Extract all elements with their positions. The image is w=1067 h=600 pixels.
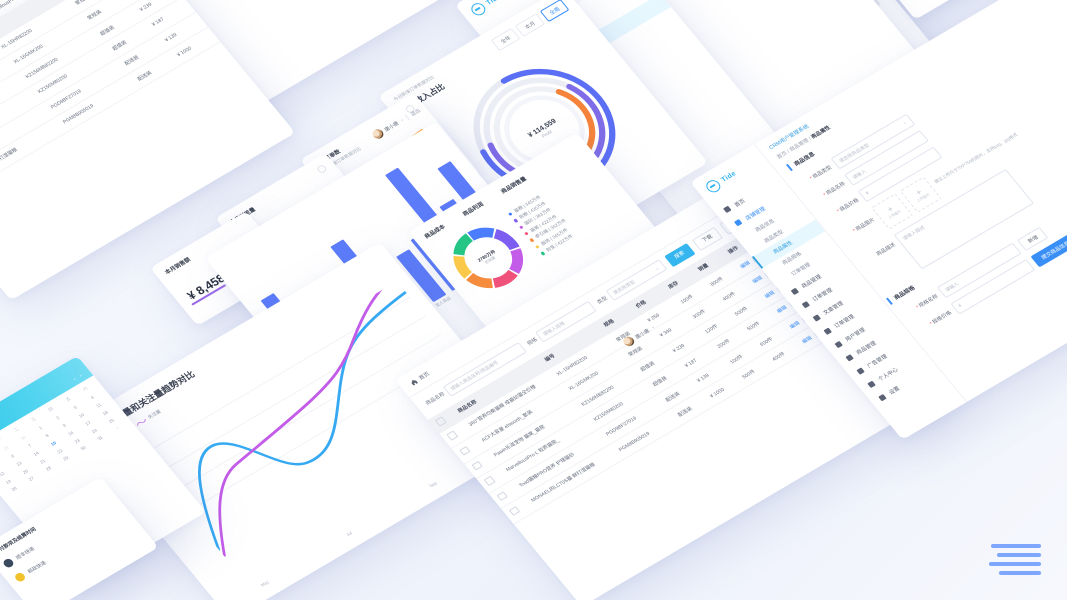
tab-week[interactable]: 全周 xyxy=(539,0,570,23)
home-icon xyxy=(411,379,418,386)
donut-slice xyxy=(453,227,524,289)
profit-donut-chart: 2780万件 总销量 xyxy=(434,211,542,304)
topbar-home-label: 首页 xyxy=(418,371,432,382)
sidebar-item-list[interactable]: 订单管理 xyxy=(812,293,887,344)
home-icon xyxy=(723,206,732,213)
filter-name-label: 商品名称 xyxy=(424,391,447,407)
bottom-topbar: 首页 xyxy=(395,161,781,398)
series-follows xyxy=(218,281,394,557)
label-spec-price: *规格价格 xyxy=(928,309,953,327)
row-checkbox[interactable] xyxy=(496,491,508,501)
courier-label: 邮政快递 xyxy=(26,560,48,576)
chevron-down-icon: ⌄ xyxy=(398,116,406,124)
filter-type-label: 类型 xyxy=(596,295,610,306)
legend-dot xyxy=(518,224,524,230)
more-icon[interactable] xyxy=(315,163,328,175)
form-sidebar: Tide 首页 店铺管理 商品信息 商品类型 商品属性 商品规格 订单管理 商品管理 订单管理文… xyxy=(690,143,968,440)
legend-dot xyxy=(529,238,535,243)
cart-icon xyxy=(845,354,854,362)
brand-name: Tide xyxy=(720,170,738,184)
gear-icon xyxy=(878,394,887,401)
screen-product-table-bottom: 首页 商品名称 请输入商品名称/商品编号 规格 请输入规格 类型 请选择类型 ⌄ … xyxy=(395,161,953,600)
chevron-down-icon: ⌄ xyxy=(901,119,909,126)
select-all-checkbox[interactable] xyxy=(434,416,447,427)
sidebar-item-goods[interactable]: 商品管理 xyxy=(779,253,854,304)
tab-year[interactable]: 全年 xyxy=(490,27,521,52)
donut-slice xyxy=(453,227,524,289)
sidebar-item-person[interactable]: 个人中心 xyxy=(856,346,931,397)
topbar-home[interactable]: 首页 xyxy=(408,370,431,387)
row-checkbox[interactable] xyxy=(508,506,520,516)
label-images: *商品图片 xyxy=(852,217,877,234)
tide-logo-icon xyxy=(703,177,724,195)
wave-icon xyxy=(137,419,146,426)
legend-follows-label: 关注量 xyxy=(146,408,162,420)
chevron-down-icon: ⌄ xyxy=(653,264,661,272)
filter-spec-label: 规格 xyxy=(526,337,540,348)
line-chart-plot xyxy=(198,281,408,557)
action-0[interactable]: 编辑 xyxy=(751,275,764,285)
legend-dot xyxy=(540,251,546,256)
screen-product-form: Tide 首页 店铺管理 商品信息 商品类型 商品属性 商品规格 订单管理 商品管理 订单管理文… xyxy=(690,0,1067,440)
sidebar-item-cart[interactable]: 商品管理 xyxy=(834,319,909,370)
sidebar-item-ad[interactable]: 广告管理 xyxy=(845,333,920,384)
label-desc: 商品描述 xyxy=(875,242,898,258)
legend-follows[interactable]: 关注量 xyxy=(135,409,163,428)
product-table-left: 商品名称 编号 规格 价格 360°营养均衡猫粮 成猫幼猫全价粮XL-15HR8… xyxy=(0,0,221,210)
order-icon xyxy=(801,301,810,308)
list-icon xyxy=(823,327,832,335)
tab-month[interactable]: 本月 xyxy=(514,13,545,37)
action-0[interactable]: 编辑 xyxy=(763,290,777,300)
screen-profit-donut: 商品成本 商品利润 商品销售量 2780万件 总销量 猫粮 | 345万件 狗粮 … xyxy=(408,132,693,373)
xtick-jul: Jul xyxy=(345,530,354,538)
legend-dot xyxy=(508,211,514,217)
goods-icon xyxy=(791,288,799,295)
action-0[interactable]: 编辑 xyxy=(776,305,789,316)
courier-icon xyxy=(1,557,16,570)
user-icon xyxy=(834,341,843,348)
sidebar-item-user[interactable]: 用户管理 xyxy=(823,306,898,357)
row-checkbox[interactable] xyxy=(471,461,483,471)
breadcrumb-current: 商品属性 xyxy=(810,125,832,141)
shop-icon xyxy=(734,219,743,226)
legend-dot xyxy=(535,244,541,250)
sidebar-item-gear[interactable]: 设置 xyxy=(867,359,942,410)
action-0[interactable]: 编辑 xyxy=(739,260,752,270)
donut-slice xyxy=(453,227,524,289)
sidebar-item-label: 设置 xyxy=(888,386,902,397)
xtick-may: May xyxy=(259,579,271,588)
legend-dot xyxy=(513,218,519,223)
sidebar-item-label: 首页 xyxy=(733,198,747,209)
row-checkbox[interactable] xyxy=(446,430,458,441)
tide-logo-icon xyxy=(468,0,489,18)
courier-icon xyxy=(13,571,27,584)
menu-lines-logo xyxy=(989,544,1043,580)
row-checkbox[interactable] xyxy=(458,446,471,456)
legend-dot xyxy=(524,231,530,236)
action-0[interactable]: 编辑 xyxy=(788,320,802,331)
doc-icon xyxy=(812,314,821,322)
sidebar-item-home[interactable]: 首页 xyxy=(712,171,787,222)
xtick-sep: Sep xyxy=(428,480,439,489)
row-checkbox[interactable] xyxy=(483,476,496,486)
person-icon xyxy=(867,381,876,388)
sidebar-item-order[interactable]: 订单管理 xyxy=(790,266,865,317)
brand-name: Tide xyxy=(485,0,503,7)
sidebar-item-shop[interactable]: 店铺管理 xyxy=(723,184,798,235)
action-0[interactable]: 编辑 xyxy=(801,335,814,346)
sidebar-item-doc[interactable]: 文章管理 xyxy=(801,280,876,331)
ad-icon xyxy=(856,367,865,375)
